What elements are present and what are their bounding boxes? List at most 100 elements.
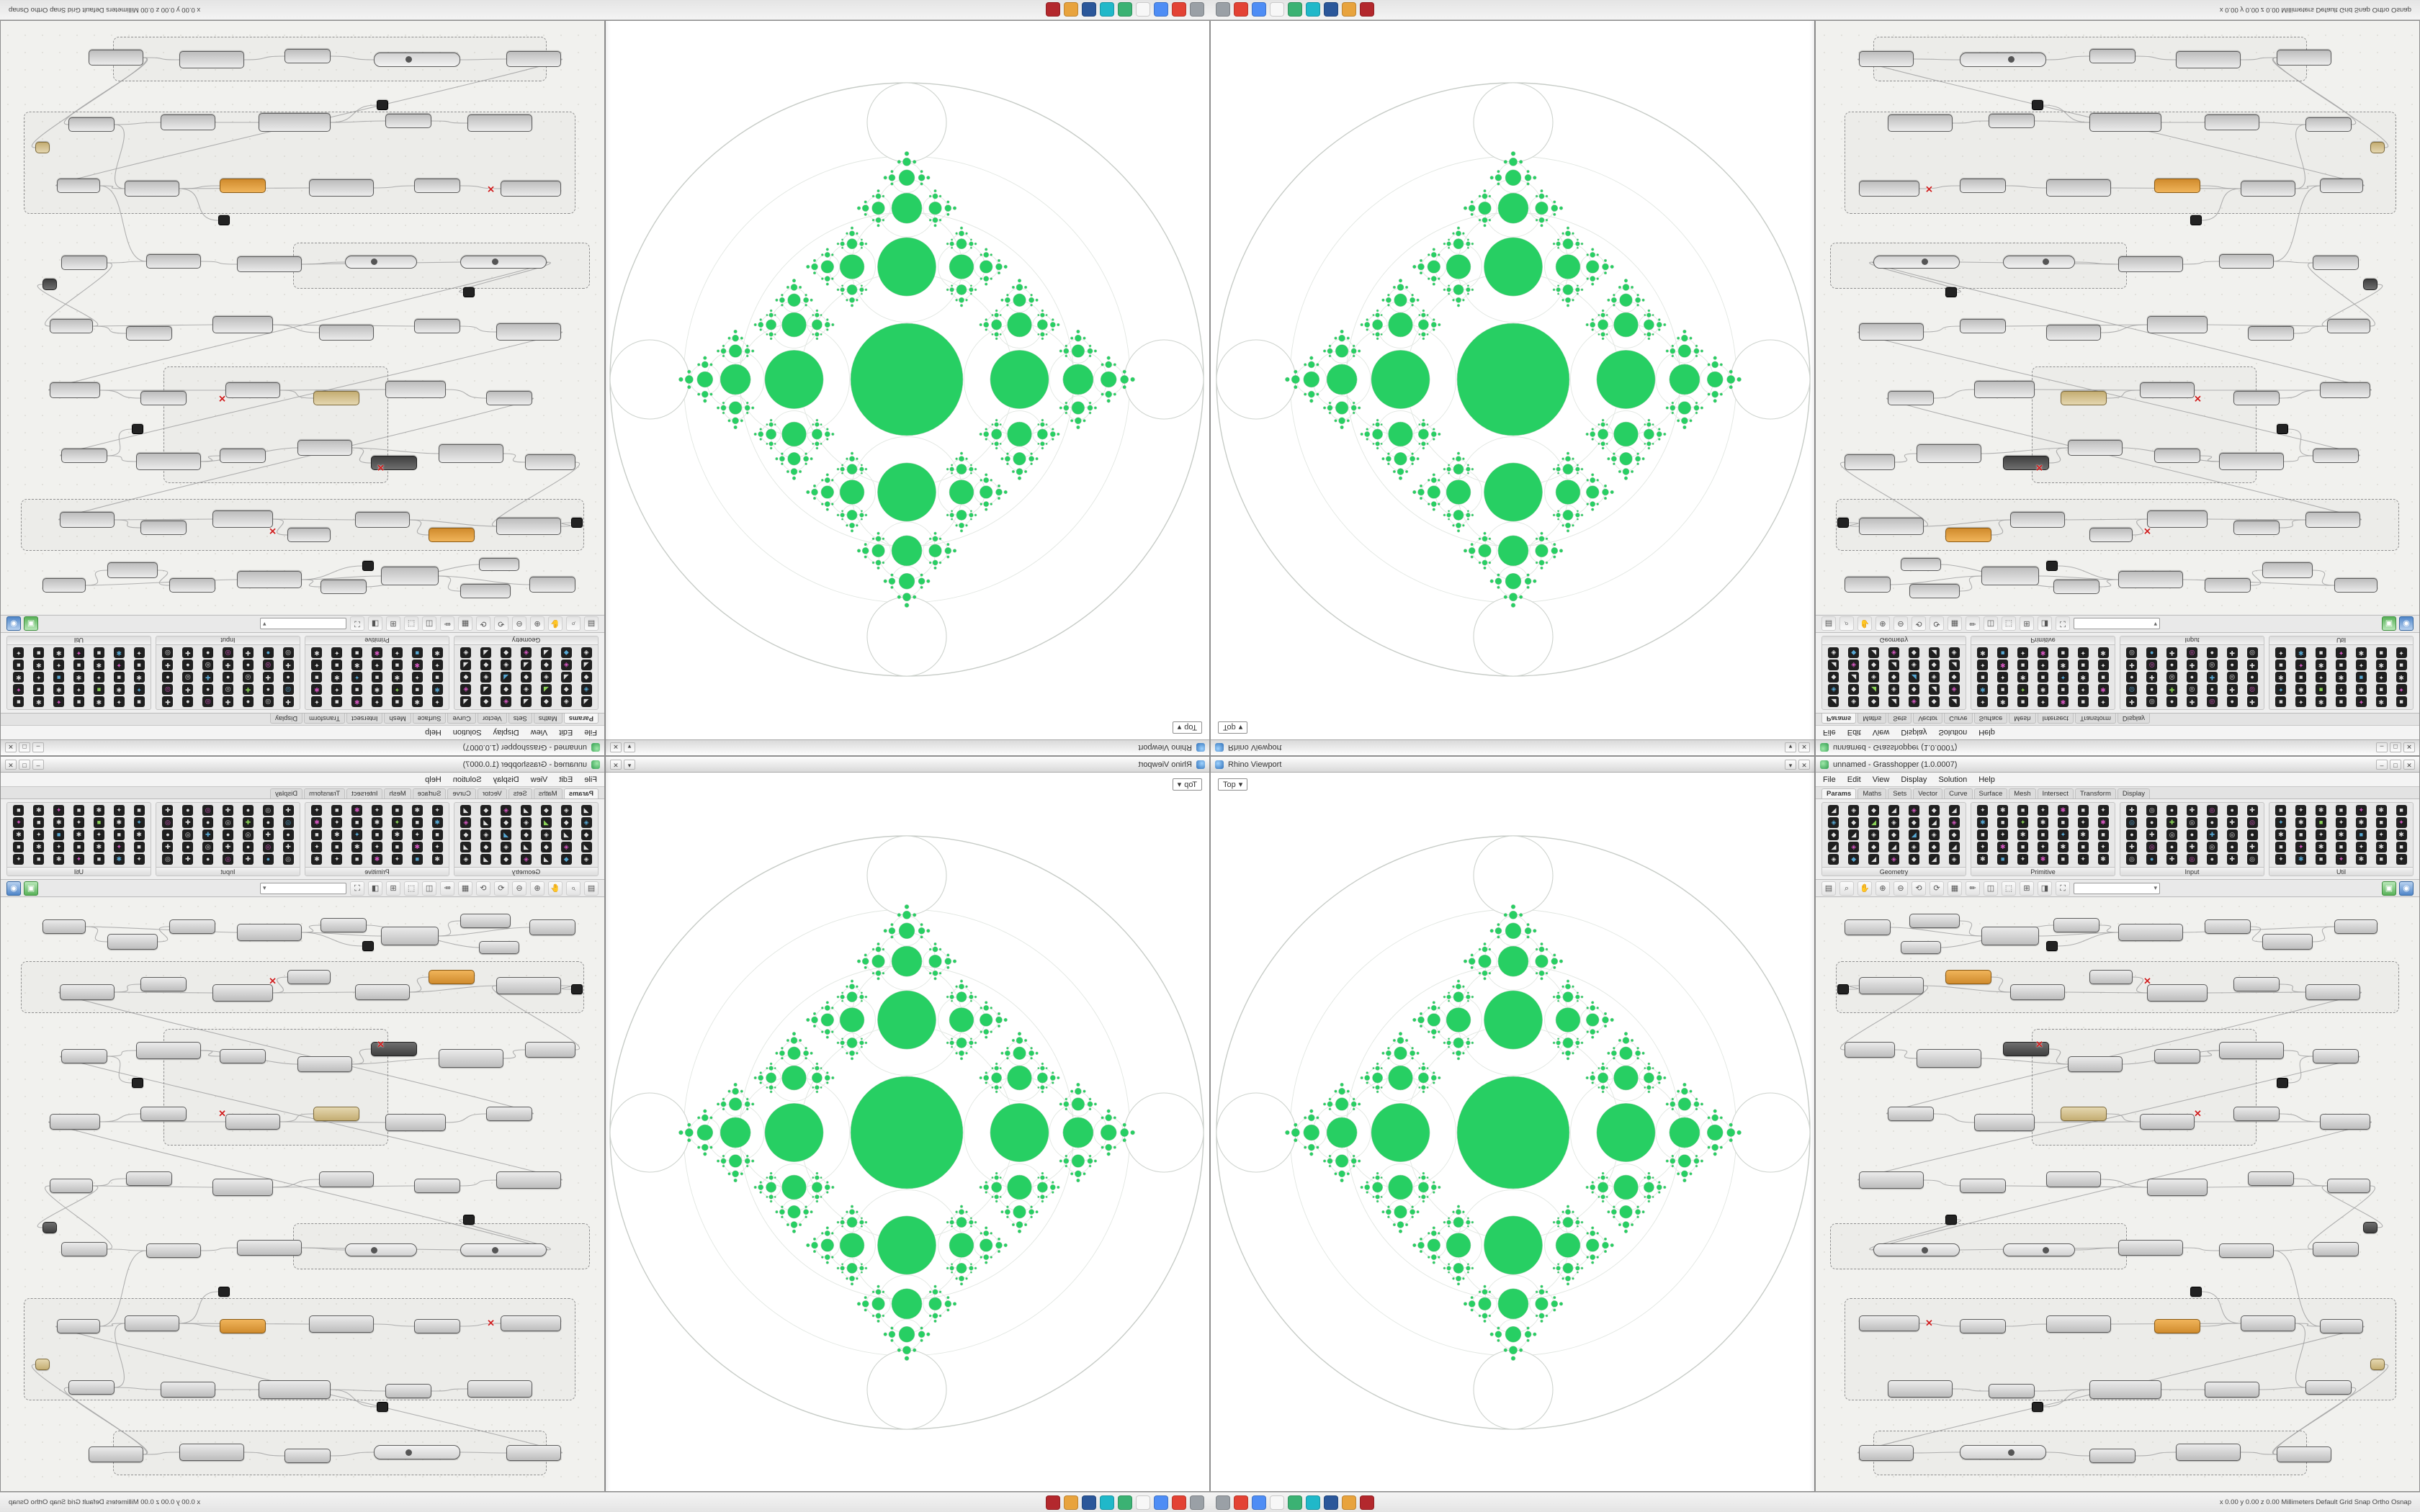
palette-panel-label[interactable]: Util [7,867,151,876]
palette-panel-label[interactable]: Util [7,636,151,645]
node[interactable] [1945,287,1957,297]
component-icon[interactable]: ◢ [1828,696,1839,707]
toolbar-icon[interactable]: ▦ [458,881,472,896]
node[interactable] [460,914,511,928]
component-icon[interactable]: ✚ [162,660,174,670]
node[interactable] [1917,1049,1981,1068]
grasshopper-titlebar[interactable]: unnamed - Grasshopper (1.0.0007) – □ ✕ [1816,739,2419,755]
node[interactable] [2147,510,2208,528]
node[interactable] [529,919,575,935]
node[interactable] [2147,316,2208,333]
node[interactable] [501,181,561,197]
toolbar-icon[interactable]: ⬚ [2002,881,2016,896]
tab-params[interactable]: Params [563,788,599,798]
tab-transform[interactable]: Transform [304,714,346,724]
taskbar-app-teal[interactable] [1100,2,1114,17]
component-icon[interactable]: ◈ [480,829,492,840]
node[interactable] [1960,1445,2046,1459]
component-icon[interactable]: ✚ [2246,660,2258,670]
component-icon[interactable]: ◎ [2166,829,2178,840]
node[interactable] [1888,1107,1934,1121]
component-icon[interactable]: ■ [1997,647,2009,658]
tab-display[interactable]: Display [2117,788,2151,798]
component-icon[interactable]: ◢ [1928,854,1940,865]
component-icon[interactable]: ■ [411,817,423,828]
toolbar-icon[interactable]: ▦ [1948,881,1962,896]
component-icon[interactable]: ◆ [540,696,552,707]
component-icon[interactable]: ◢ [480,817,492,828]
minimize-button[interactable]: – [32,759,44,770]
component-icon[interactable]: ✱ [2017,829,2029,840]
node[interactable] [35,142,50,153]
node[interactable] [212,316,273,333]
preview-wire-icon[interactable]: ◉ [6,616,21,631]
component-icon[interactable]: ◈ [581,647,592,658]
component-icon[interactable]: ● [223,829,234,840]
component-icon[interactable]: ● [262,684,274,695]
toolbar-icon[interactable]: ⌕ [1839,616,1854,631]
node[interactable] [237,924,302,941]
component-icon[interactable]: ● [2166,696,2178,707]
component-icon[interactable]: ● [2186,829,2197,840]
menu-solution[interactable]: Solution [452,775,482,784]
component-icon[interactable]: ◎ [202,842,214,852]
node[interactable] [2320,1319,2363,1333]
node[interactable] [169,919,215,934]
node[interactable] [1960,179,2006,193]
taskbar-app-green[interactable] [1118,1495,1132,1510]
node[interactable] [60,512,115,528]
component-icon[interactable]: ✦ [2017,684,2029,695]
palette-panel-label[interactable]: Primitive [305,867,449,876]
component-icon[interactable]: ◎ [2186,647,2197,658]
toolbar-icon[interactable]: ◨ [2038,881,2052,896]
component-icon[interactable]: ■ [311,672,323,683]
component-icon[interactable]: ✦ [372,805,383,816]
component-icon[interactable]: ✱ [351,842,363,852]
viewport-close-button[interactable]: ✕ [1798,759,1810,770]
node[interactable] [2327,1179,2370,1193]
node[interactable] [374,1445,460,1459]
component-icon[interactable]: ✚ [223,805,234,816]
component-icon[interactable]: ✱ [1997,805,2009,816]
component-icon[interactable]: ■ [331,805,343,816]
tab-transform[interactable]: Transform [304,788,346,798]
component-icon[interactable]: ✱ [2375,696,2387,707]
component-icon[interactable]: ✦ [2355,842,2367,852]
component-icon[interactable]: ✚ [242,854,254,865]
component-icon[interactable]: ■ [73,696,85,707]
component-icon[interactable]: ● [262,817,274,828]
component-icon[interactable]: ■ [2275,696,2287,707]
component-icon[interactable]: ● [242,696,254,707]
node[interactable] [321,918,367,932]
toolbar-icon[interactable]: ✏ [1966,616,1980,631]
node[interactable] [42,919,86,934]
toolbar-icon[interactable]: ⊖ [1894,616,1908,631]
component-icon[interactable]: ◎ [2146,696,2158,707]
component-icon[interactable]: ✦ [133,647,145,658]
component-icon[interactable]: ◎ [262,660,274,670]
tab-intersect[interactable]: Intersect [346,788,383,798]
component-icon[interactable]: ✦ [1977,696,1989,707]
component-icon[interactable]: ◎ [2146,842,2158,852]
component-icon[interactable]: ◢ [1928,817,1940,828]
component-icon[interactable]: ◆ [480,805,492,816]
node[interactable] [2003,1042,2049,1056]
menu-edit[interactable]: Edit [1847,728,1861,737]
component-icon[interactable]: ✚ [2126,660,2138,670]
component-icon[interactable]: ■ [2037,829,2048,840]
component-icon[interactable]: ◈ [501,660,512,670]
component-icon[interactable]: ● [182,842,194,852]
node[interactable] [140,521,187,535]
taskbar-app-white[interactable] [1270,2,1284,17]
tab-sets[interactable]: Sets [1888,788,1912,798]
taskbar-app-teal[interactable] [1306,2,1320,17]
component-icon[interactable]: ✱ [372,684,383,695]
component-icon[interactable]: ✦ [13,817,24,828]
node[interactable] [2313,449,2359,463]
toolbar-icon[interactable]: ◫ [422,616,436,631]
component-icon[interactable]: ■ [351,854,363,865]
node[interactable] [1945,970,1991,984]
toolbar-icon[interactable]: ◨ [2038,616,2052,631]
node[interactable] [1845,577,1891,593]
node[interactable] [220,1049,266,1063]
